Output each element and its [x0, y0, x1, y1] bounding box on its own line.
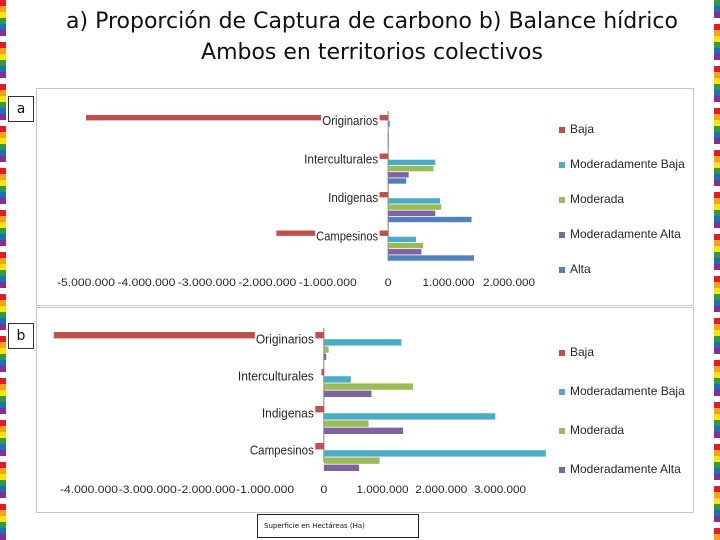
- bar-moderadamente-baja-originarios: [323, 339, 402, 346]
- legend-swatch-alta: [559, 267, 565, 273]
- legend-swatch-moderadamente-baja: [559, 162, 565, 168]
- category-label-background: [315, 228, 380, 244]
- legend-swatch-moderadamente-baja: [559, 389, 565, 395]
- x-tick-label: 1.000.000: [423, 277, 475, 289]
- chart-panel-a: Originarios Interculturales Indigenas Campe…: [36, 88, 694, 306]
- bar-moderada-interculturales: [323, 383, 414, 390]
- bar-alta-indigenas: [388, 216, 472, 223]
- category-label-background: [236, 368, 316, 384]
- chart-panel-b: Originarios Interculturales Indigenas Campe…: [36, 307, 694, 513]
- bar-moderadamente-alta-originarios: [388, 133, 389, 139]
- legend-label-moderadamente-baja: Moderadamente Baja: [570, 157, 685, 171]
- legend-label-baja: Baja: [570, 345, 594, 359]
- bar-moderadamente-baja-interculturales: [388, 159, 436, 166]
- x-tick-label: 2.000.000: [415, 484, 467, 496]
- bar-baja-indigenas: [313, 406, 324, 413]
- decorative-border-right: [714, 0, 720, 540]
- bar-baja-originarios: [86, 115, 389, 121]
- category-label-originarios: Originarios: [322, 113, 378, 128]
- x-tick-label: -3.000.000: [119, 484, 177, 496]
- legend-label-moderada: Moderada: [570, 423, 624, 437]
- bar-moderadamente-baja-campesinos: [323, 450, 546, 457]
- unit-label: Superficie en Hectáreas (Ha): [257, 514, 419, 538]
- category-label-indigenas: Indigenas: [328, 190, 378, 205]
- bar-alta-originarios: [388, 139, 389, 146]
- bar-moderadamente-alta-indigenas: [323, 427, 404, 434]
- bar-moderada-indigenas: [323, 420, 369, 427]
- bar-moderadamente-baja-campesinos: [388, 236, 416, 243]
- bar-moderadamente-alta-campesinos: [388, 249, 422, 255]
- slide-title-line-2: Ambos en territorios colectivos: [201, 40, 543, 65]
- x-tick-label: 0: [385, 277, 392, 289]
- legend-swatch-moderadamente-alta: [559, 232, 565, 238]
- x-tick-label: -2.000.000: [238, 277, 296, 289]
- slide-title: a) Proporción de Captura de carbono b) B…: [24, 6, 720, 76]
- category-label-campesinos: Campesinos: [316, 228, 378, 243]
- bar-baja-originarios: [53, 332, 324, 339]
- x-tick-label: -4.000.000: [117, 277, 175, 289]
- legend-label-baja: Baja: [570, 122, 594, 136]
- legend-label-moderadamente-baja: Moderadamente Baja: [570, 384, 685, 398]
- slide-title-line-1: a) Proporción de Captura de carbono b) B…: [66, 9, 678, 34]
- bar-moderadamente-baja-indigenas: [388, 198, 441, 204]
- legend-label-moderadamente-alta: Moderadamente Alta: [570, 227, 681, 241]
- legend-swatch-baja: [559, 127, 565, 133]
- chart-a-svg: Originarios Interculturales Indigenas Campe…: [57, 111, 685, 289]
- chart-b-svg: Originarios Interculturales Indigenas Campe…: [53, 328, 685, 496]
- bar-baja-indigenas: [379, 192, 389, 198]
- legend-label-moderada: Moderada: [570, 192, 624, 206]
- decorative-border-left: [0, 0, 6, 540]
- x-tick-label: -2.000.000: [177, 484, 235, 496]
- category-label-interculturales: Interculturales: [304, 151, 378, 166]
- legend-swatch-moderadamente-alta: [559, 467, 565, 473]
- legend-label-alta: Alta: [570, 262, 591, 276]
- category-label-background: [248, 442, 316, 458]
- x-tick-label: -3.000.000: [178, 277, 236, 289]
- category-label-background: [254, 331, 316, 347]
- bar-moderada-campesinos: [323, 457, 380, 464]
- bar-moderada-originarios: [323, 346, 329, 353]
- bar-moderada-campesinos: [388, 242, 424, 249]
- legend-swatch-moderada: [559, 197, 565, 203]
- bar-moderadamente-alta-originarios: [323, 353, 327, 360]
- category-label-background: [303, 151, 380, 167]
- bar-baja-interculturales: [321, 369, 324, 376]
- bar-alta-interculturales: [388, 178, 407, 184]
- category-label-background: [260, 405, 316, 421]
- bar-moderada-interculturales: [388, 165, 434, 172]
- legend-swatch-moderada: [559, 428, 565, 434]
- bar-moderadamente-baja-interculturales: [323, 376, 351, 383]
- bar-moderadamente-alta-indigenas: [388, 210, 436, 216]
- category-label-background: [327, 189, 380, 205]
- x-tick-label: -1.000.000: [299, 277, 357, 289]
- category-label-originarios: Originarios: [256, 332, 314, 347]
- bar-moderadamente-baja-indigenas: [323, 413, 496, 420]
- bar-moderada-indigenas: [388, 204, 442, 210]
- legend-label-moderadamente-alta: Moderadamente Alta: [570, 462, 681, 476]
- bar-moderadamente-alta-interculturales: [323, 390, 372, 397]
- category-label-campesinos: Campesinos: [250, 443, 314, 458]
- panel-b-tag: b: [8, 323, 34, 349]
- x-tick-label: 0: [320, 484, 327, 496]
- x-tick-label: 3.000.000: [474, 484, 526, 496]
- x-tick-label: -5.000.000: [57, 277, 115, 289]
- legend-swatch-baja: [559, 350, 565, 356]
- x-tick-label: -1.000.000: [236, 484, 294, 496]
- bar-alta-campesinos: [388, 255, 474, 261]
- x-tick-label: 1.000.000: [357, 484, 409, 496]
- category-label-background: [321, 112, 380, 128]
- bar-moderadamente-alta-campesinos: [323, 464, 360, 471]
- bar-moderadamente-baja-originarios: [388, 121, 390, 127]
- bar-moderada-originarios: [388, 127, 389, 133]
- bar-moderadamente-alta-interculturales: [388, 172, 409, 178]
- x-tick-label: -4.000.000: [60, 484, 118, 496]
- x-tick-label: 2.000.000: [483, 277, 535, 289]
- panel-a-tag: a: [8, 96, 34, 122]
- category-label-interculturales: Interculturales: [238, 369, 314, 384]
- category-label-indigenas: Indigenas: [262, 406, 314, 421]
